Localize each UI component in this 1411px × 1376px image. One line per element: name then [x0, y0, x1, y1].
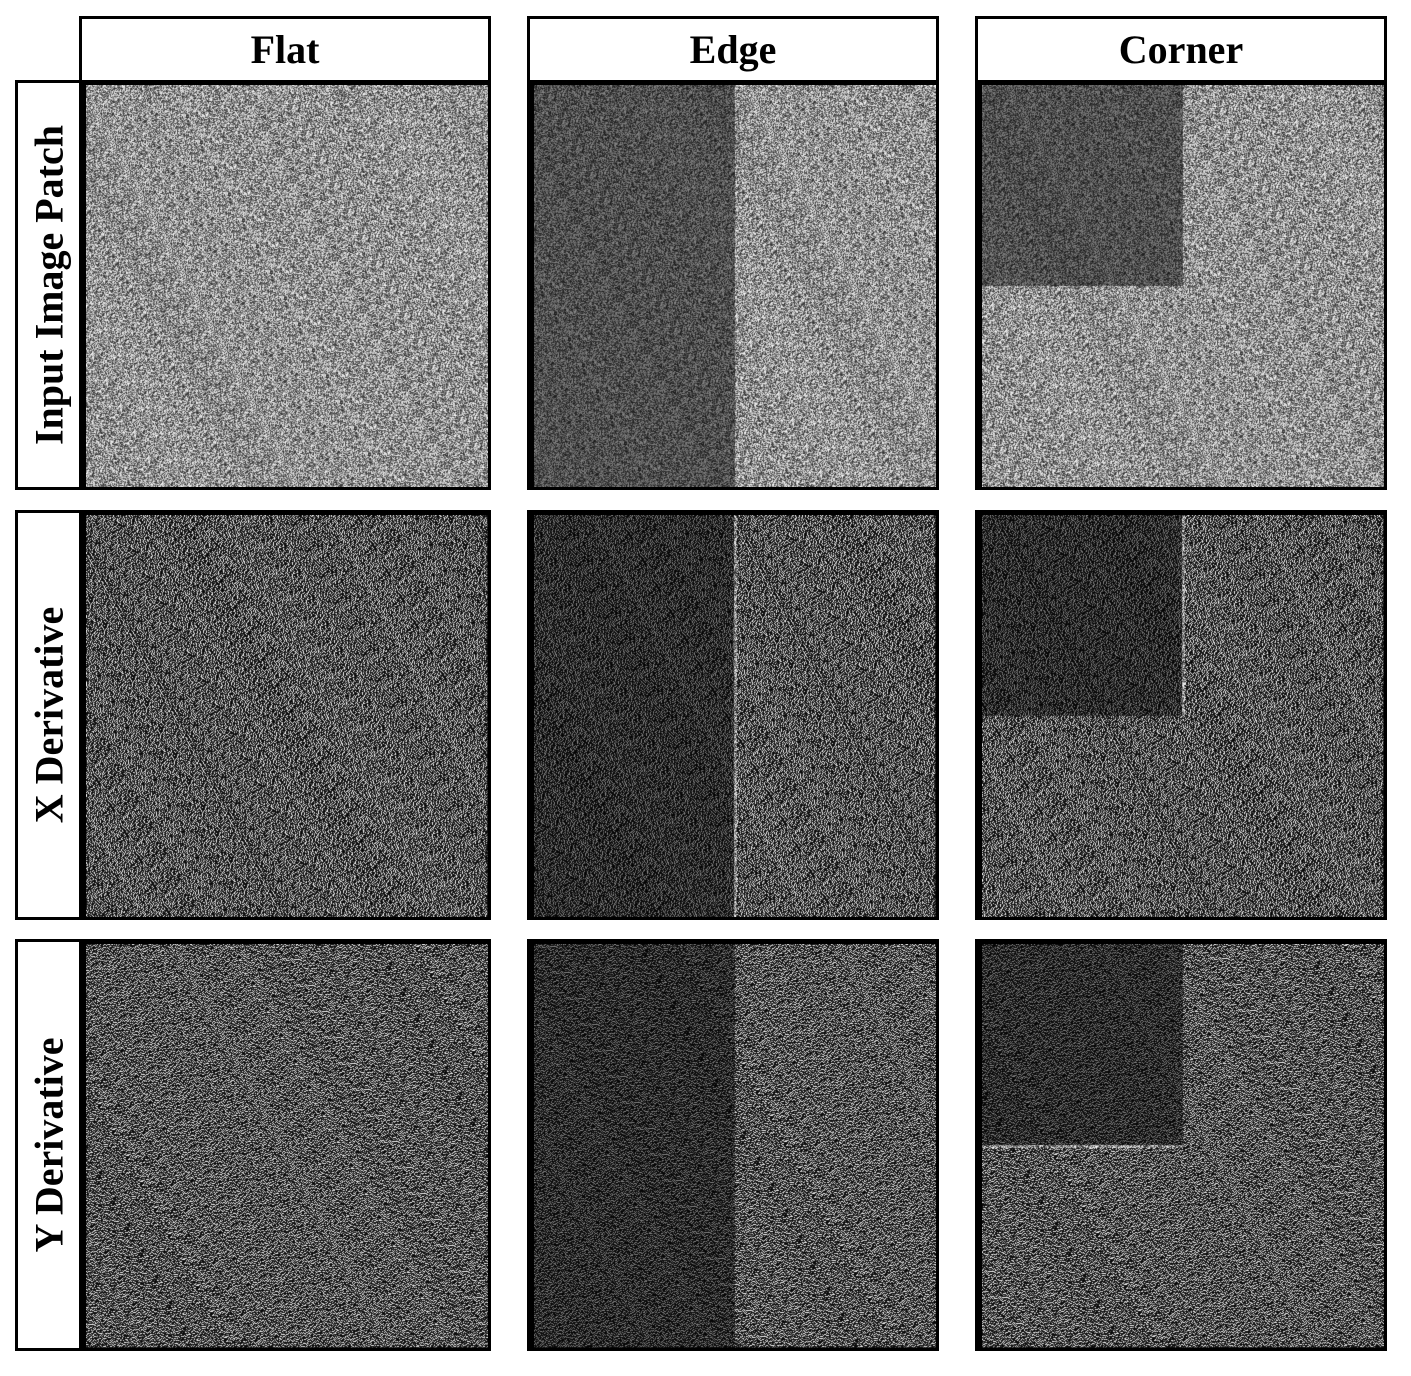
noise-image-input-flat — [86, 85, 488, 487]
row-label-input-image-patch: Input Image Patch — [15, 80, 82, 490]
derivative-image-y-flat — [86, 944, 488, 1348]
panel-x-derivative-edge — [527, 510, 939, 920]
row-label-text: X Derivative — [26, 606, 72, 824]
row-label-text: Input Image Patch — [26, 124, 72, 446]
panel-input-edge — [527, 80, 939, 490]
row-label-x-derivative: X Derivative — [15, 510, 82, 920]
column-header-corner: Corner — [975, 16, 1387, 82]
row-label-y-derivative: Y Derivative — [15, 939, 82, 1351]
column-header-edge: Edge — [527, 16, 939, 82]
noise-image-input-edge — [534, 85, 936, 487]
panel-x-derivative-flat — [79, 510, 491, 920]
noise-image-input-corner — [982, 85, 1384, 487]
panel-y-derivative-edge — [527, 939, 939, 1351]
derivative-image-x-corner — [982, 515, 1384, 917]
derivative-image-x-edge — [534, 515, 936, 917]
row-label-text: Y Derivative — [26, 1037, 72, 1253]
panel-input-flat — [79, 80, 491, 490]
panel-y-derivative-corner — [975, 939, 1387, 1351]
panel-x-derivative-corner — [975, 510, 1387, 920]
panel-input-corner — [975, 80, 1387, 490]
column-header-flat: Flat — [79, 16, 491, 82]
derivative-image-x-flat — [86, 515, 488, 917]
derivative-image-y-edge — [534, 944, 936, 1348]
panel-y-derivative-flat — [79, 939, 491, 1351]
derivative-image-y-corner — [982, 944, 1384, 1348]
